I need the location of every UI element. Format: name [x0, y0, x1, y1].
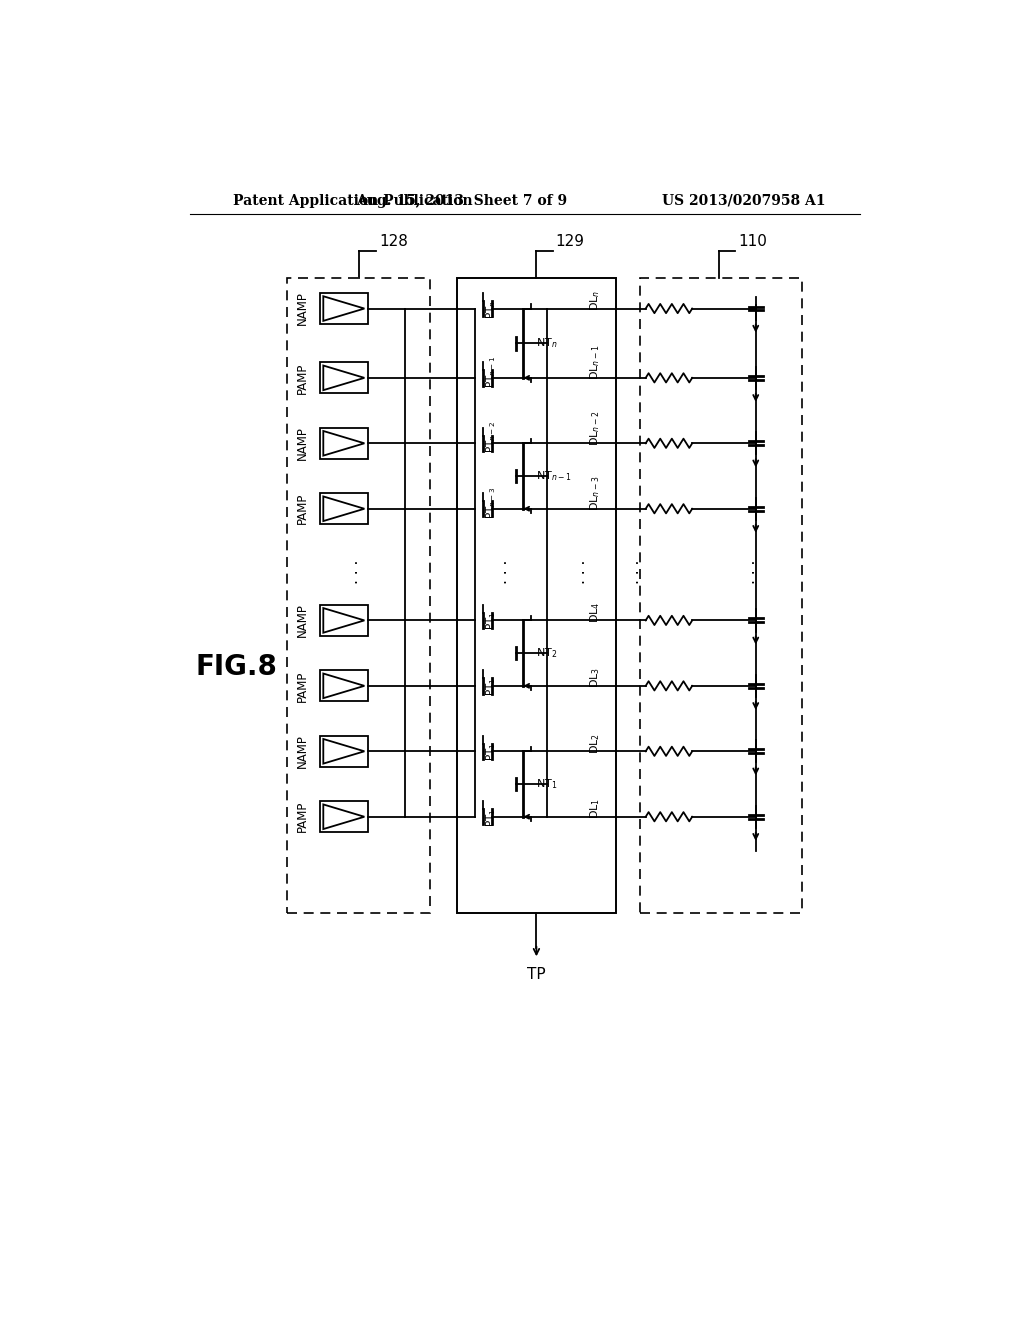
- Text: US 2013/0207958 A1: US 2013/0207958 A1: [662, 194, 825, 207]
- Bar: [321, 605, 369, 636]
- Text: FIG.8: FIG.8: [196, 652, 278, 681]
- Text: PT$_1$: PT$_1$: [483, 808, 498, 826]
- Text: NAMP: NAMP: [296, 603, 309, 638]
- Text: NAMP: NAMP: [296, 426, 309, 461]
- Text: NT$_2$: NT$_2$: [536, 647, 557, 660]
- Text: 128: 128: [379, 234, 408, 249]
- Text: TP: TP: [527, 966, 546, 982]
- Text: Aug. 15, 2013  Sheet 7 of 9: Aug. 15, 2013 Sheet 7 of 9: [355, 194, 567, 207]
- Text: PAMP: PAMP: [296, 801, 309, 833]
- Bar: [321, 801, 369, 832]
- Text: PT$_n$: PT$_n$: [483, 300, 498, 318]
- Text: · · ·: · · ·: [351, 560, 367, 583]
- Text: PT$_1$: PT$_1$: [483, 611, 498, 631]
- Text: DL$_{n-3}$: DL$_{n-3}$: [589, 475, 602, 511]
- Text: PT$_1$: PT$_1$: [483, 743, 498, 762]
- Bar: [321, 494, 369, 524]
- Text: NAMP: NAMP: [296, 292, 309, 326]
- Text: PT$_{n-3}$: PT$_{n-3}$: [483, 487, 498, 519]
- Text: 110: 110: [738, 234, 767, 249]
- Text: · · ·: · · ·: [749, 560, 763, 583]
- Bar: [321, 363, 369, 393]
- Text: DL$_{n-1}$: DL$_{n-1}$: [589, 345, 602, 380]
- Text: PAMP: PAMP: [296, 494, 309, 524]
- Text: PAMP: PAMP: [296, 362, 309, 393]
- Bar: [458, 277, 616, 913]
- Text: · · ·: · · ·: [632, 560, 647, 583]
- Text: DL$_2$: DL$_2$: [589, 733, 602, 754]
- Text: DL$_3$: DL$_3$: [589, 667, 602, 688]
- Text: NT$_1$: NT$_1$: [536, 777, 557, 791]
- Text: DL$_{n-2}$: DL$_{n-2}$: [589, 411, 602, 446]
- Text: NT$_n$: NT$_n$: [536, 337, 558, 350]
- Text: 129: 129: [556, 234, 585, 249]
- Text: PT$_{n-1}$: PT$_{n-1}$: [483, 355, 498, 388]
- Text: NT$_{n-1}$: NT$_{n-1}$: [536, 469, 572, 483]
- Text: PT$_{n-2}$: PT$_{n-2}$: [483, 421, 498, 453]
- Text: Patent Application Publication: Patent Application Publication: [232, 194, 472, 207]
- Text: · · ·: · · ·: [578, 560, 593, 583]
- Bar: [287, 277, 430, 913]
- Bar: [321, 671, 369, 701]
- Bar: [321, 293, 369, 323]
- Text: NAMP: NAMP: [296, 734, 309, 768]
- Bar: [321, 737, 369, 767]
- Text: DL$_4$: DL$_4$: [589, 602, 602, 623]
- Text: PT$_1$: PT$_1$: [483, 677, 498, 696]
- Bar: [321, 428, 369, 459]
- Bar: [640, 277, 802, 913]
- Text: PAMP: PAMP: [296, 671, 309, 701]
- Text: DL$_1$: DL$_1$: [589, 799, 602, 818]
- Text: DL$_n$: DL$_n$: [589, 289, 602, 312]
- Text: · · ·: · · ·: [501, 560, 515, 583]
